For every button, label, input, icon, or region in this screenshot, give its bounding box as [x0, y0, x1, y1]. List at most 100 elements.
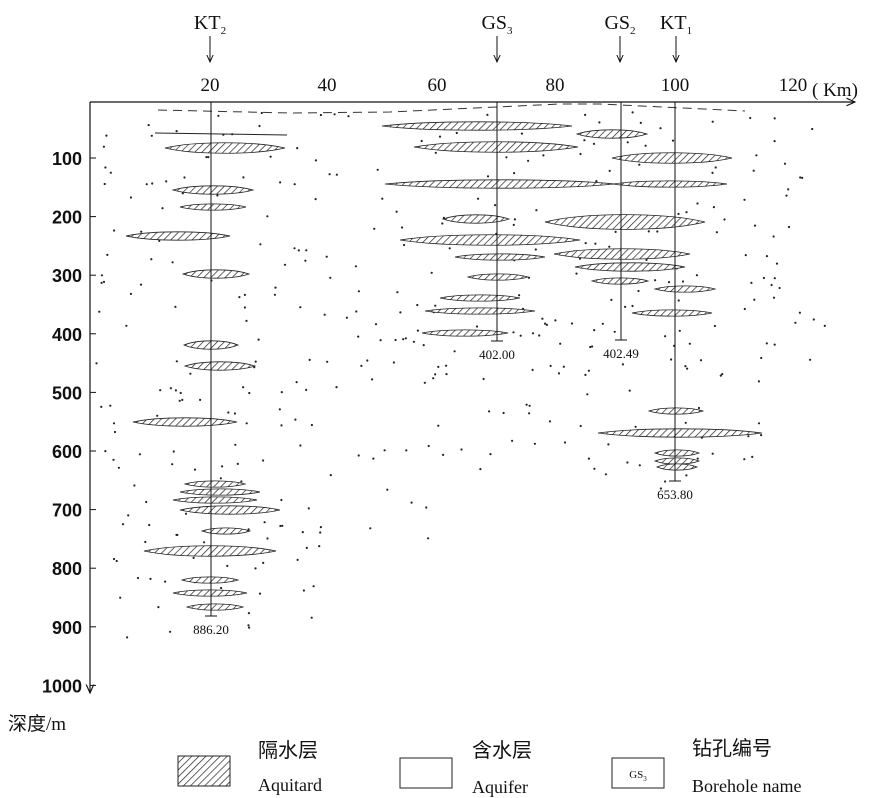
y-tick-label: 900: [52, 618, 82, 638]
aquifer-dot: [563, 441, 567, 444]
aquitard-lens: [653, 457, 701, 465]
aquifer-dot: [416, 303, 419, 307]
aquifer-dot: [280, 498, 283, 502]
aquifer-dot: [144, 540, 147, 544]
aquifer-dot: [765, 255, 769, 258]
aquifer-dot: [664, 480, 667, 483]
aquifer-dot: [535, 209, 538, 212]
aquifer-dot: [762, 276, 766, 280]
borehole-depth: 402.49: [603, 346, 639, 361]
aquitard-lens: [454, 253, 546, 261]
aquifer-dot: [531, 368, 534, 371]
aquifer-dot: [158, 239, 161, 242]
aquifer-dot: [248, 391, 251, 395]
y-tick-label: 100: [52, 149, 82, 169]
aquifer-dot: [328, 173, 331, 176]
aquifer-dot: [811, 127, 814, 131]
x-tick-label: 80: [546, 75, 565, 96]
aquifer-dot: [403, 243, 406, 247]
aquifer-dot: [638, 163, 641, 166]
aquifer-dot: [319, 531, 322, 534]
borehole-code: GS: [604, 12, 630, 34]
aquifer-dot: [559, 342, 562, 345]
aquifer-dot: [798, 311, 802, 314]
aquifer-dot: [102, 280, 106, 283]
aquifer-dot: [145, 183, 148, 186]
aquifer-dot: [685, 474, 688, 477]
borehole-sub: 2: [630, 25, 636, 37]
aquifer-dot: [587, 369, 591, 372]
aquifer-dot: [401, 226, 404, 229]
aquifer-dot: [477, 197, 480, 200]
aquifer-dot: [175, 533, 178, 537]
aquifer-dot: [314, 159, 317, 162]
aquifer-dot: [760, 356, 763, 360]
aquifer-dot: [369, 527, 372, 530]
aquifer-dot: [171, 261, 174, 264]
aquifer-dot: [399, 311, 402, 314]
aquifer-dot: [696, 202, 699, 205]
aquifer-dot: [329, 276, 332, 279]
aquifer-dot: [326, 360, 329, 363]
aquifer-dot: [238, 296, 241, 299]
aquifer-dot: [172, 450, 175, 453]
aquifer-dot: [773, 117, 776, 120]
y-tick-label: 400: [52, 325, 82, 345]
aquifer-dot: [113, 229, 116, 232]
aquifer-dot: [685, 211, 688, 214]
aquifer-dot: [104, 166, 107, 169]
aquifer-dot: [329, 474, 332, 477]
aquifer-dot: [441, 222, 444, 225]
aquifer-dot: [549, 364, 552, 367]
aquifer-dot: [379, 339, 382, 342]
aquifer-dot: [248, 626, 251, 629]
aquifer-dot: [445, 364, 448, 367]
aquifer-dot: [396, 291, 399, 294]
aquifer-dot: [221, 465, 224, 468]
sample-sub: 3: [643, 775, 647, 783]
aquifer-dot: [579, 424, 582, 428]
aquifer-dot: [100, 281, 103, 284]
aquifer-dot: [753, 224, 757, 227]
aquifer-dot: [479, 468, 482, 471]
aquifer-dot: [280, 391, 283, 394]
aquifer-dot: [129, 292, 132, 295]
aquifer-dot: [305, 546, 308, 550]
aquifer-dot: [586, 393, 589, 396]
aquifer-dot: [545, 323, 549, 326]
borehole-sub: 1: [687, 25, 693, 37]
y-tick-label: 500: [52, 383, 82, 403]
aquitard-lens: [143, 545, 277, 557]
aquifer-dot: [775, 262, 779, 265]
aquifer-dot: [482, 377, 485, 381]
aquifer-dot: [757, 380, 761, 383]
aquifer-dot: [174, 389, 177, 392]
aquitard-lens: [466, 273, 530, 281]
aquifer-dot: [127, 514, 130, 517]
legend-en: Borehole name: [692, 776, 801, 796]
aquifer-dot: [614, 230, 617, 233]
aquifer-dot: [243, 293, 246, 296]
aquifer-dot: [310, 423, 313, 427]
aquifer-dot: [654, 279, 657, 282]
aquifer-dot: [438, 135, 442, 138]
aquifer-dot: [647, 230, 650, 233]
aquifer-dot: [583, 139, 586, 142]
aquifer-dot: [169, 630, 172, 633]
aquifer-dot: [347, 115, 350, 118]
aquifer-dot: [570, 322, 574, 325]
aquifer-dot: [140, 230, 143, 233]
aquifer-dot: [534, 248, 537, 251]
aquifer-dot: [181, 192, 184, 195]
aquifer-dot: [579, 152, 582, 156]
aquifer-dot: [608, 245, 611, 248]
aquifer-dot: [203, 541, 206, 544]
aquifer-dot: [778, 286, 781, 290]
aquitard-lens: [597, 428, 763, 438]
aquifer-dot: [374, 323, 378, 326]
aquifer-dot: [386, 488, 389, 491]
aquitard-lens: [612, 180, 728, 188]
legend-swatch: [399, 757, 453, 789]
legend-en: Aquifer: [472, 777, 528, 797]
